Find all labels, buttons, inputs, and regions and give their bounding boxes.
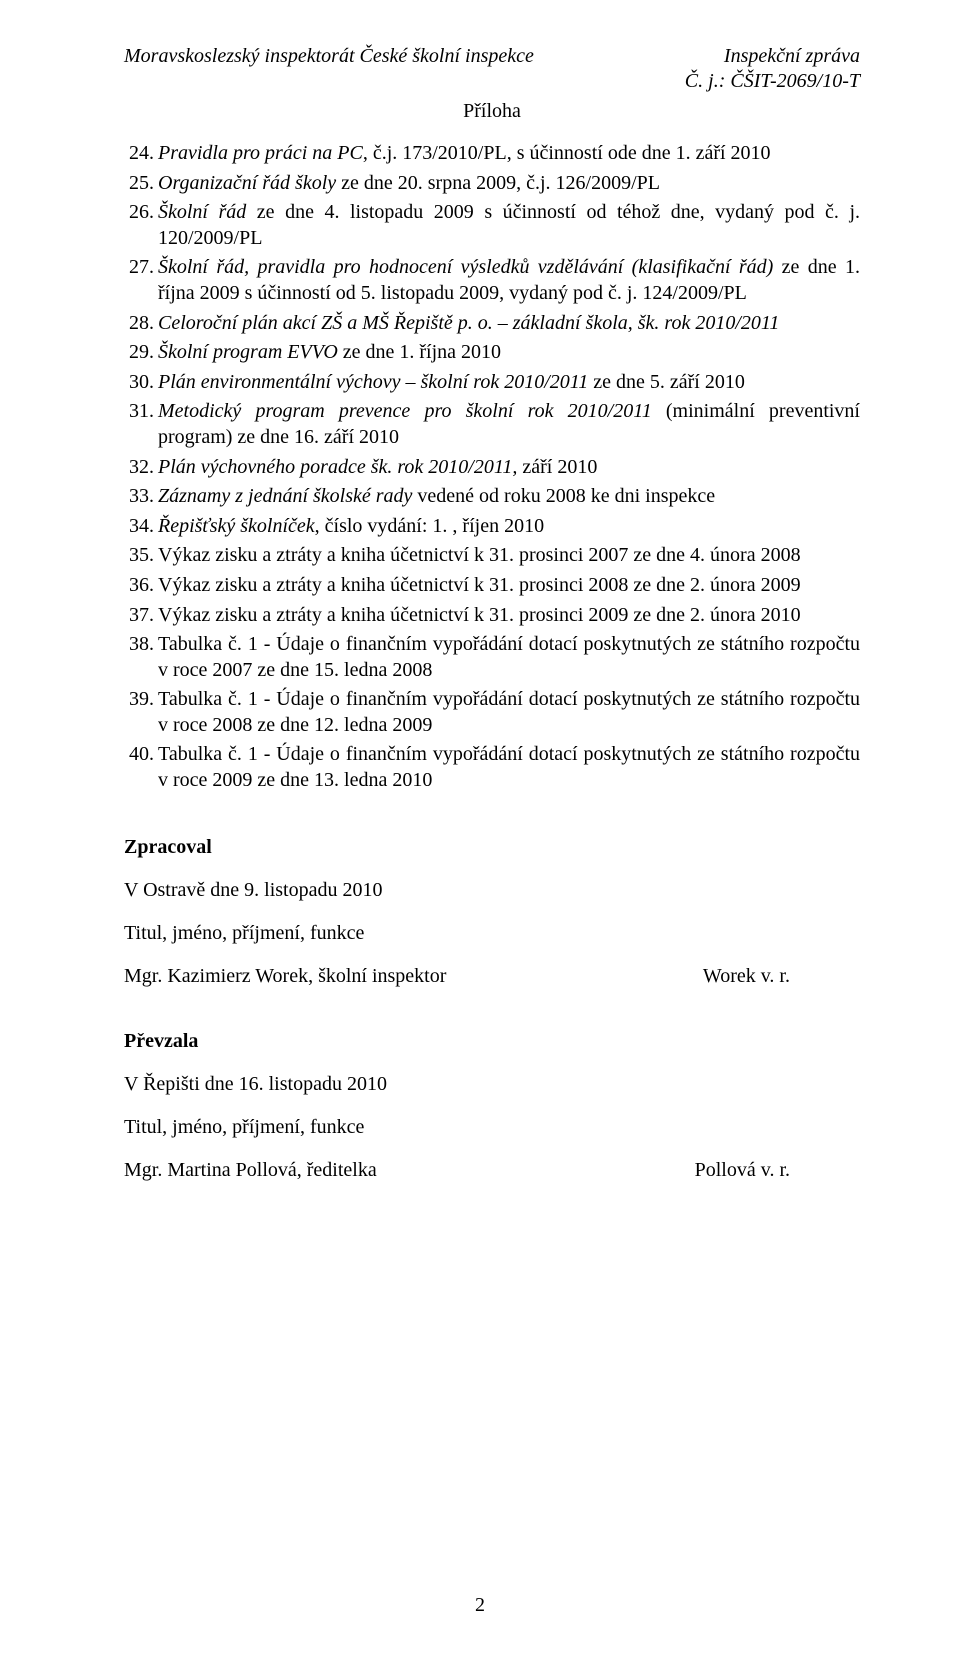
list-item-rest: září 2010 [517,456,597,478]
list-item: 26.Školní řád ze dne 4. listopadu 2009 s… [124,200,860,251]
list-item-title: Plán environmentální výchovy – školní ro… [158,371,588,393]
list-item-rest: , č.j. 173/2010/PL, s účinností ode dne … [363,142,771,164]
attachment-label: Příloha [124,100,860,123]
list-item-text: Školní program EVVO ze dne 1. října 2010 [158,340,860,366]
zpracoval-date: V Ostravě dne 9. listopadu 2010 [124,879,860,902]
list-item-text: Metodický program prevence pro školní ro… [158,399,860,450]
list-item: 29.Školní program EVVO ze dne 1. října 2… [124,340,860,366]
list-item: 36.Výkaz zisku a ztráty a kniha účetnict… [124,573,860,599]
list-item: 32.Plán výchovného poradce šk. rok 2010/… [124,455,860,481]
zpracoval-sig-row: Mgr. Kazimierz Worek, školní inspektor W… [124,965,860,988]
list-item-text: Plán environmentální výchovy – školní ro… [158,370,860,396]
list-item: 40.Tabulka č. 1 - Údaje o finančním vypo… [124,742,860,793]
list-item-title: Pravidla pro práci na PC [158,142,363,164]
list-item-number: 38. [124,632,158,683]
list-item-title: Školní program EVVO [158,341,338,363]
list-item: 25.Organizační řád školy ze dne 20. srpn… [124,171,860,197]
list-item-rest: Tabulka č. 1 - Údaje o finančním vypořád… [158,743,860,791]
list-item: 30.Plán environmentální výchovy – školní… [124,370,860,396]
list-item-number: 36. [124,573,158,599]
list-item: 34.Řepišťský školníček, číslo vydání: 1.… [124,514,860,540]
list-item-title: Organizační řád školy [158,172,336,194]
list-item-title: Školní řád, pravidla pro hodnocení výsle… [158,256,773,278]
list-item-title: Záznamy z jednání školské rady [158,485,412,507]
list-item-text: Výkaz zisku a ztráty a kniha účetnictví … [158,603,860,629]
list-item: 31.Metodický program prevence pro školní… [124,399,860,450]
list-item: 38.Tabulka č. 1 - Údaje o finančním vypo… [124,632,860,683]
header-right: Inspekční zpráva Č. j.: ČŠIT-2069/10-T [685,44,860,94]
list-item: 24.Pravidla pro práci na PC, č.j. 173/20… [124,141,860,167]
prevzala-heading: Převzala [124,1030,860,1053]
prevzala-label: Titul, jméno, příjmení, funkce [124,1116,860,1139]
list-item-rest: Tabulka č. 1 - Údaje o finančním vypořád… [158,688,860,736]
numbered-list: 24.Pravidla pro práci na PC, č.j. 173/20… [124,141,860,794]
list-item-rest: ze dne 5. září 2010 [588,371,745,393]
list-item-title: Celoroční plán akcí ZŠ a MŠ Řepiště p. o… [158,312,779,334]
list-item-title: Plán výchovného poradce šk. rok 2010/201… [158,456,517,478]
list-item: 35.Výkaz zisku a ztráty a kniha účetnict… [124,543,860,569]
list-item-number: 40. [124,742,158,793]
list-item-number: 26. [124,200,158,251]
list-item-text: Tabulka č. 1 - Údaje o finančním vypořád… [158,742,860,793]
zpracoval-signature: Worek v. r. [703,965,860,988]
list-item-number: 34. [124,514,158,540]
list-item-rest: ze dne 1. října 2010 [338,341,501,363]
zpracoval-name: Mgr. Kazimierz Worek, školní inspektor [124,965,446,988]
list-item-number: 29. [124,340,158,366]
list-item-rest: Tabulka č. 1 - Údaje o finančním vypořád… [158,633,860,681]
list-item-rest: ze dne 20. srpna 2009, č.j. 126/2009/PL [336,172,660,194]
list-item-number: 33. [124,484,158,510]
list-item-number: 27. [124,255,158,306]
list-item-number: 37. [124,603,158,629]
list-item-text: Plán výchovného poradce šk. rok 2010/201… [158,455,860,481]
list-item-text: Pravidla pro práci na PC, č.j. 173/2010/… [158,141,860,167]
page-number: 2 [0,1594,960,1617]
list-item-rest: , číslo vydání: 1. , říjen 2010 [315,515,544,537]
header-right-2: Č. j.: ČŠIT-2069/10-T [685,69,860,94]
list-item-text: Řepišťský školníček, číslo vydání: 1. , … [158,514,860,540]
list-item-rest: Výkaz zisku a ztráty a kniha účetnictví … [158,604,801,626]
list-item-rest: Výkaz zisku a ztráty a kniha účetnictví … [158,544,801,566]
list-item-text: Výkaz zisku a ztráty a kniha účetnictví … [158,573,860,599]
list-item: 28.Celoroční plán akcí ZŠ a MŠ Řepiště p… [124,311,860,337]
list-item-rest: vedené od roku 2008 ke dni inspekce [412,485,715,507]
zpracoval-heading: Zpracoval [124,836,860,859]
list-item: 33.Záznamy z jednání školské rady vedené… [124,484,860,510]
list-item-text: Organizační řád školy ze dne 20. srpna 2… [158,171,860,197]
list-item-title: Řepišťský školníček [158,515,315,537]
prevzala-signature: Pollová v. r. [695,1159,860,1182]
list-item-text: Celoroční plán akcí ZŠ a MŠ Řepiště p. o… [158,311,860,337]
list-item-text: Tabulka č. 1 - Údaje o finančním vypořád… [158,687,860,738]
list-item-number: 28. [124,311,158,337]
list-item-number: 30. [124,370,158,396]
page-header: Moravskoslezský inspektorát České školní… [124,44,860,94]
header-left: Moravskoslezský inspektorát České školní… [124,44,534,94]
zpracoval-label: Titul, jméno, příjmení, funkce [124,922,860,945]
list-item-text: Výkaz zisku a ztráty a kniha účetnictví … [158,543,860,569]
list-item-text: Tabulka č. 1 - Údaje o finančním vypořád… [158,632,860,683]
list-item-number: 39. [124,687,158,738]
list-item-number: 35. [124,543,158,569]
prevzala-date: V Řepišti dne 16. listopadu 2010 [124,1073,860,1096]
list-item-rest: ze dne 4. listopadu 2009 s účinností od … [158,201,860,249]
list-item-number: 32. [124,455,158,481]
prevzala-name: Mgr. Martina Pollová, ředitelka [124,1159,377,1182]
list-item-number: 31. [124,399,158,450]
list-item-text: Školní řád ze dne 4. listopadu 2009 s úč… [158,200,860,251]
list-item: 39.Tabulka č. 1 - Údaje o finančním vypo… [124,687,860,738]
prevzala-sig-row: Mgr. Martina Pollová, ředitelka Pollová … [124,1159,860,1182]
list-item: 27.Školní řád, pravidla pro hodnocení vý… [124,255,860,306]
header-right-1: Inspekční zpráva [685,44,860,69]
list-item: 37.Výkaz zisku a ztráty a kniha účetnict… [124,603,860,629]
list-item-text: Školní řád, pravidla pro hodnocení výsle… [158,255,860,306]
list-item-number: 25. [124,171,158,197]
list-item-number: 24. [124,141,158,167]
list-item-text: Záznamy z jednání školské rady vedené od… [158,484,860,510]
list-item-title: Školní řád [158,201,246,223]
list-item-rest: Výkaz zisku a ztráty a kniha účetnictví … [158,574,801,596]
list-item-title: Metodický program prevence pro školní ro… [158,400,652,422]
